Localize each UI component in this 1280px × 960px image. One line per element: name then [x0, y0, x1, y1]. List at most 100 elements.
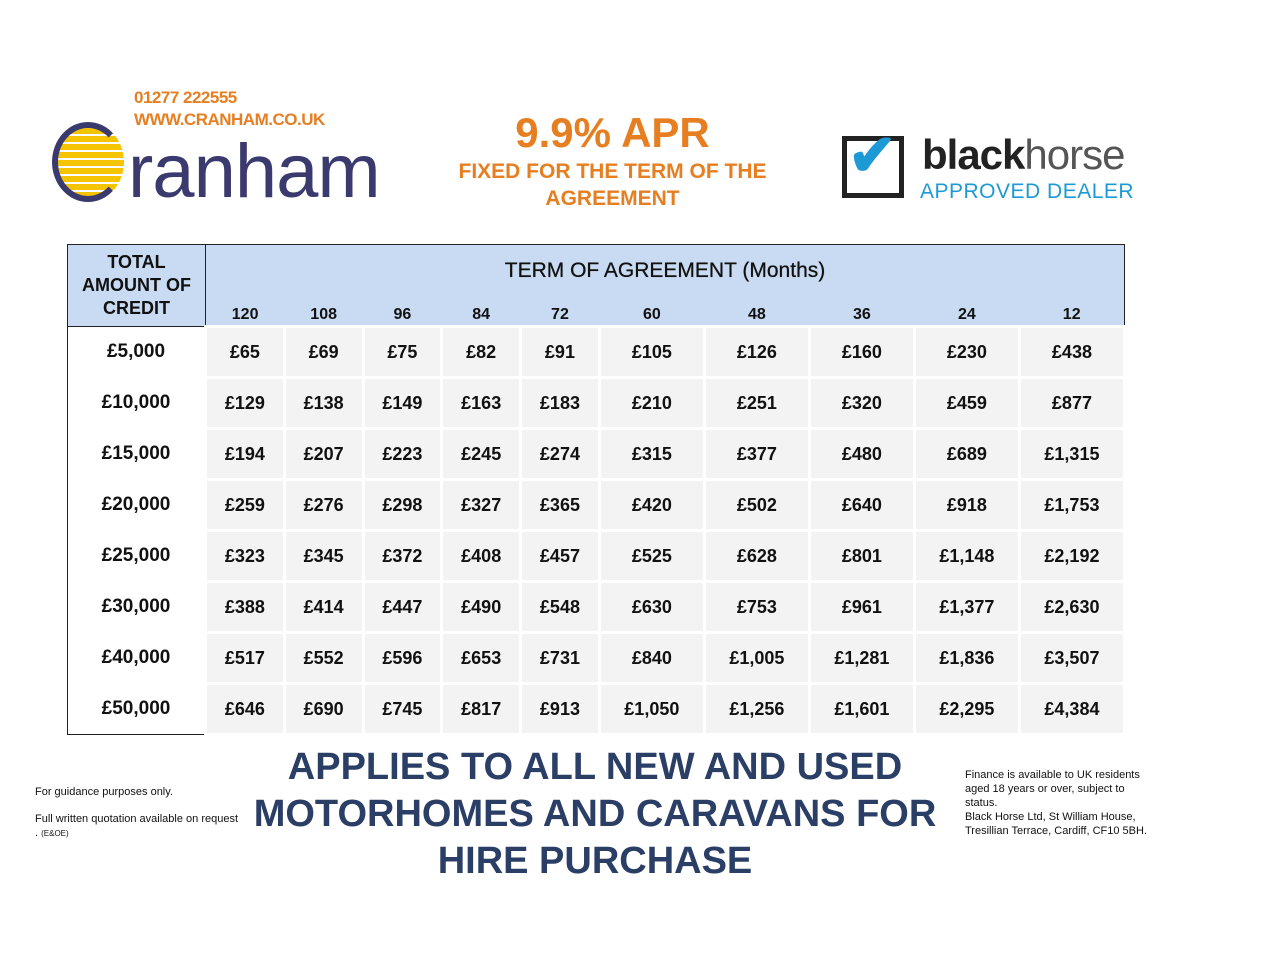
monthly-payment: £251 [702, 376, 811, 430]
credit-amount: £40,000 [67, 632, 206, 684]
monthly-payment: £1,753 [1017, 478, 1127, 532]
quotation-text: Full written quotation available on requ… [35, 813, 239, 839]
monthly-payment: £259 [204, 478, 286, 532]
month-header: 12 [1019, 297, 1125, 327]
monthly-payment: £408 [440, 529, 523, 583]
monthly-payment: £276 [282, 478, 365, 532]
monthly-payment: £689 [912, 427, 1021, 481]
credit-amount: £20,000 [67, 479, 206, 531]
monthly-payment: £1,377 [912, 580, 1021, 634]
table-row: £40,000 £517 £552 £596 £653 £731 £840 £1,005 £1,… [67, 631, 1127, 685]
eoe-text: (E&OE) [41, 829, 69, 838]
monthly-payment: £105 [597, 325, 706, 379]
monthly-payment: £745 [361, 682, 444, 736]
monthly-payment: £323 [204, 529, 286, 583]
month-header: 48 [704, 297, 810, 327]
monthly-payment: £2,630 [1017, 580, 1127, 634]
approved-dealer: APPROVED DEALER [920, 180, 1135, 203]
finance-note: Finance is available to UK residents age… [965, 768, 1160, 838]
monthly-payment: £126 [702, 325, 811, 379]
monthly-payment: £91 [519, 325, 601, 379]
monthly-payment: £4,384 [1017, 682, 1127, 736]
monthly-payment: £877 [1017, 376, 1127, 430]
term-header: TERM OF AGREEMENT (Months) [205, 244, 1125, 297]
monthly-payment: £414 [282, 580, 365, 634]
monthly-payment: £315 [597, 427, 706, 481]
monthly-payment: £320 [807, 376, 916, 430]
table-row: £10,000 £129 £138 £149 £163 £183 £210 £251 £320 £… [67, 376, 1127, 430]
monthly-payment: £365 [519, 478, 601, 532]
monthly-payment: £731 [519, 631, 601, 685]
monthly-payment: £459 [912, 376, 1021, 430]
month-header: 84 [441, 297, 521, 327]
monthly-payment: £653 [440, 631, 523, 685]
month-header: 36 [809, 297, 915, 327]
monthly-payment: £194 [204, 427, 286, 481]
monthly-payment: £223 [361, 427, 444, 481]
monthly-payment: £1,315 [1017, 427, 1127, 481]
website-link[interactable]: WWW.CRANHAM.CO.UK [134, 110, 325, 129]
monthly-payment: £1,050 [597, 682, 706, 736]
monthly-payment: £640 [807, 478, 916, 532]
monthly-payment: £163 [440, 376, 523, 430]
credit-amount: £10,000 [67, 377, 206, 429]
month-header: 108 [284, 297, 364, 327]
phone-number: 01277 222555 [134, 88, 237, 107]
monthly-payment: £274 [519, 427, 601, 481]
monthly-payment: £69 [282, 325, 365, 379]
monthly-payment: £75 [361, 325, 444, 379]
month-header: 72 [520, 297, 600, 327]
monthly-payment: £1,148 [912, 529, 1021, 583]
month-header: 96 [363, 297, 442, 327]
finance-table: TOTAL AMOUNT OF CREDIT TERM OF AGREEMENT… [67, 244, 1127, 736]
monthly-payment: £596 [361, 631, 444, 685]
monthly-payment: £438 [1017, 325, 1127, 379]
month-header: 60 [599, 297, 705, 327]
monthly-payment: £2,295 [912, 682, 1021, 736]
monthly-payment: £1,836 [912, 631, 1021, 685]
table-row: £25,000 £323 £345 £372 £408 £457 £525 £628 £801 £… [67, 529, 1127, 583]
monthly-payment: £207 [282, 427, 365, 481]
monthly-payment: £2,192 [1017, 529, 1127, 583]
monthly-payment: £628 [702, 529, 811, 583]
monthly-payment: £420 [597, 478, 706, 532]
monthly-payment: £298 [361, 478, 444, 532]
monthly-payment: £327 [440, 478, 523, 532]
monthly-payment: £490 [440, 580, 523, 634]
monthly-payment: £457 [519, 529, 601, 583]
monthly-payment: £160 [807, 325, 916, 379]
monthly-payment: £502 [702, 478, 811, 532]
guidance-note: For guidance purposes only. [35, 786, 173, 798]
monthly-payment: £447 [361, 580, 444, 634]
sun-logo-icon [52, 122, 124, 202]
monthly-payment: £801 [807, 529, 916, 583]
monthly-payment: £690 [282, 682, 365, 736]
monthly-payment: £548 [519, 580, 601, 634]
monthly-payment: £552 [282, 631, 365, 685]
table-row: £15,000 £194 £207 £223 £245 £274 £315 £377 £480 £… [67, 427, 1127, 481]
month-header: 120 [205, 297, 285, 327]
finance-eligibility: Finance is available to UK residents age… [965, 769, 1140, 809]
checkbox-logo-icon [842, 136, 904, 198]
monthly-payment: £388 [204, 580, 286, 634]
quotation-note: Full written quotation available on requ… [35, 812, 240, 841]
corner-header: TOTAL AMOUNT OF CREDIT [67, 244, 206, 327]
cranham-logo: ranham [128, 129, 381, 214]
monthly-payment: £840 [597, 631, 706, 685]
monthly-payment: £65 [204, 325, 286, 379]
credit-amount: £5,000 [67, 326, 206, 378]
logo-horse: horse [1024, 131, 1125, 178]
monthly-payment: £372 [361, 529, 444, 583]
monthly-payment: £918 [912, 478, 1021, 532]
monthly-payment: £525 [597, 529, 706, 583]
monthly-payment: £1,281 [807, 631, 916, 685]
monthly-payment: £1,601 [807, 682, 916, 736]
monthly-payment: £230 [912, 325, 1021, 379]
monthly-payment: £183 [519, 376, 601, 430]
credit-amount: £15,000 [67, 428, 206, 480]
applies-banner: APPLIES TO ALL NEW AND USED MOTORHOMES A… [253, 746, 937, 882]
monthly-payment: £149 [361, 376, 444, 430]
monthly-payment: £1,256 [702, 682, 811, 736]
monthly-payment: £646 [204, 682, 286, 736]
table-row: £5,000 £65 £69 £75 £82 £91 £105 £126 £160 £230 £43… [67, 325, 1127, 379]
